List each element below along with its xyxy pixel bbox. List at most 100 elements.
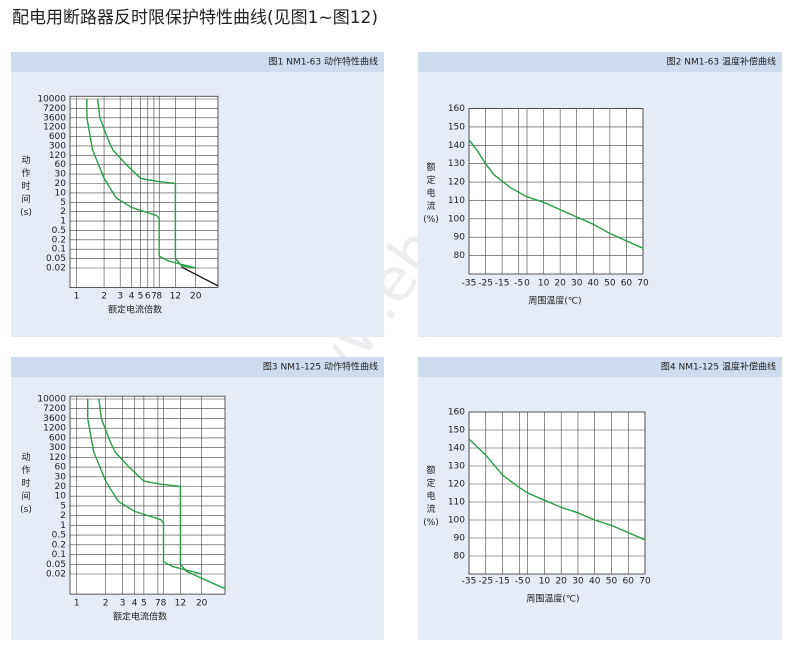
y-tick-label: 600: [49, 433, 66, 443]
y-tick-label: 80: [454, 552, 466, 562]
x-tick-label: 7: [155, 599, 161, 609]
y-tick-label: 120: [448, 178, 465, 188]
x-tick-label: -25: [478, 279, 493, 289]
y-tick-label: 300: [49, 443, 66, 453]
y-tick-label: 150: [448, 122, 465, 132]
x-tick-label: 40: [589, 577, 601, 587]
y-tick-label: 140: [448, 444, 465, 454]
x-tick-label: 40: [588, 279, 600, 289]
x-tick-label: 8: [156, 292, 162, 302]
y-tick-label: 120: [49, 453, 66, 463]
panel-header: [418, 52, 782, 72]
y-tick-label: 7200: [43, 404, 66, 414]
plot-area: [69, 95, 219, 288]
x-tick-label: 70: [639, 577, 651, 587]
y-tick-label: 10000: [37, 395, 66, 405]
y-tick-label: 300: [49, 141, 66, 151]
x-tick-label: 20: [555, 577, 567, 587]
y-axis-label: 动作时间(s): [20, 453, 32, 515]
y-tick-label: 60: [55, 160, 67, 170]
y-tick-label: 0.5: [52, 226, 66, 236]
y-tick-label: 1200: [43, 424, 66, 434]
y-tick-label: 100: [448, 214, 465, 224]
y-tick-label: 2: [60, 511, 66, 521]
y-tick-label: 10000: [37, 95, 66, 105]
y-tick-label: 0.2: [52, 540, 66, 550]
y-tick-label: 1: [60, 521, 66, 531]
y-tick-label: 0.02: [46, 264, 66, 274]
curve: [181, 266, 219, 287]
x-tick-label: 50: [606, 577, 618, 587]
x-tick-label: 0: [525, 577, 531, 587]
y-tick-label: 30: [55, 170, 67, 180]
panel-title: 图3 NM1-125 动作特性曲线: [263, 361, 378, 373]
y-tick-label: 0.5: [52, 531, 66, 541]
x-tick-label: 70: [637, 279, 649, 289]
x-tick-label: -25: [478, 577, 493, 587]
x-axis-label: 周围温度(℃): [526, 593, 579, 605]
y-tick-label: 130: [448, 159, 465, 169]
curve: [96, 98, 196, 269]
y-tick-label: 3600: [43, 113, 66, 123]
x-tick-label: -35: [462, 279, 477, 289]
x-axis-label: 额定电流倍数: [113, 611, 167, 623]
y-tick-label: 120: [448, 480, 465, 490]
page-title: 配电用断路器反时限保护特性曲线(见图1~图12): [12, 8, 378, 28]
y-tick-label: 130: [448, 462, 465, 472]
x-tick-label: 0: [524, 279, 530, 289]
x-tick-label: 10: [539, 577, 551, 587]
y-tick-label: 0.05: [46, 254, 66, 264]
y-tick-label: 20: [55, 179, 67, 189]
x-tick-label: -15: [495, 577, 510, 587]
y-tick-label: 600: [49, 132, 66, 142]
x-tick-label: -35: [462, 577, 477, 587]
y-tick-label: 80: [454, 251, 466, 261]
x-tick-label: -5: [515, 577, 524, 587]
panel-title: 图1 NM1-63 动作特性曲线: [269, 56, 378, 68]
x-tick-label: -15: [495, 279, 510, 289]
y-tick-label: 20: [55, 482, 67, 492]
x-tick-label: 50: [604, 279, 616, 289]
y-tick-label: 160: [448, 104, 465, 114]
panel-title: 图4 NM1-125 温度补偿曲线: [661, 361, 776, 373]
y-axis-label: 额定电流(%): [423, 466, 439, 528]
x-tick-label: 60: [621, 279, 633, 289]
x-tick-label: 1: [74, 599, 80, 609]
panel-title: 图2 NM1-63 温度补偿曲线: [667, 56, 776, 68]
x-tick-label: 60: [623, 577, 635, 587]
y-tick-label: 120: [49, 151, 66, 161]
y-tick-label: 10: [55, 188, 67, 198]
y-tick-label: 90: [454, 534, 466, 544]
y-tick-label: 110: [448, 196, 465, 206]
y-tick-label: 1200: [43, 123, 66, 133]
x-tick-label: 1: [74, 292, 80, 302]
curve: [98, 398, 226, 590]
y-tick-label: 110: [448, 498, 465, 508]
x-tick-label: 3: [117, 292, 123, 302]
plot-area: [69, 395, 226, 595]
y-tick-label: 160: [448, 408, 465, 418]
curve: [86, 399, 202, 575]
y-tick-label: 2: [60, 207, 66, 217]
curve: [468, 438, 646, 541]
y-tick-label: 60: [55, 463, 67, 473]
y-tick-label: 0.1: [52, 245, 66, 255]
x-axis-label: 额定电流倍数: [108, 304, 162, 316]
x-tick-label: 12: [170, 292, 181, 302]
y-tick-label: 0.05: [46, 560, 66, 570]
y-axis-label: 额定电流(%): [423, 163, 439, 225]
x-tick-label: 30: [571, 279, 583, 289]
x-tick-label: 20: [196, 599, 208, 609]
y-tick-label: 7200: [43, 104, 66, 114]
x-tick-label: 5: [141, 599, 147, 609]
x-tick-label: -5: [514, 279, 523, 289]
x-tick-label: 3: [120, 599, 126, 609]
panel-header: [11, 357, 384, 377]
y-tick-label: 0.2: [52, 235, 66, 245]
y-tick-label: 5: [60, 501, 66, 511]
x-tick-label: 5: [138, 292, 144, 302]
panel-header: [418, 357, 782, 377]
y-tick-label: 0.02: [46, 570, 66, 580]
